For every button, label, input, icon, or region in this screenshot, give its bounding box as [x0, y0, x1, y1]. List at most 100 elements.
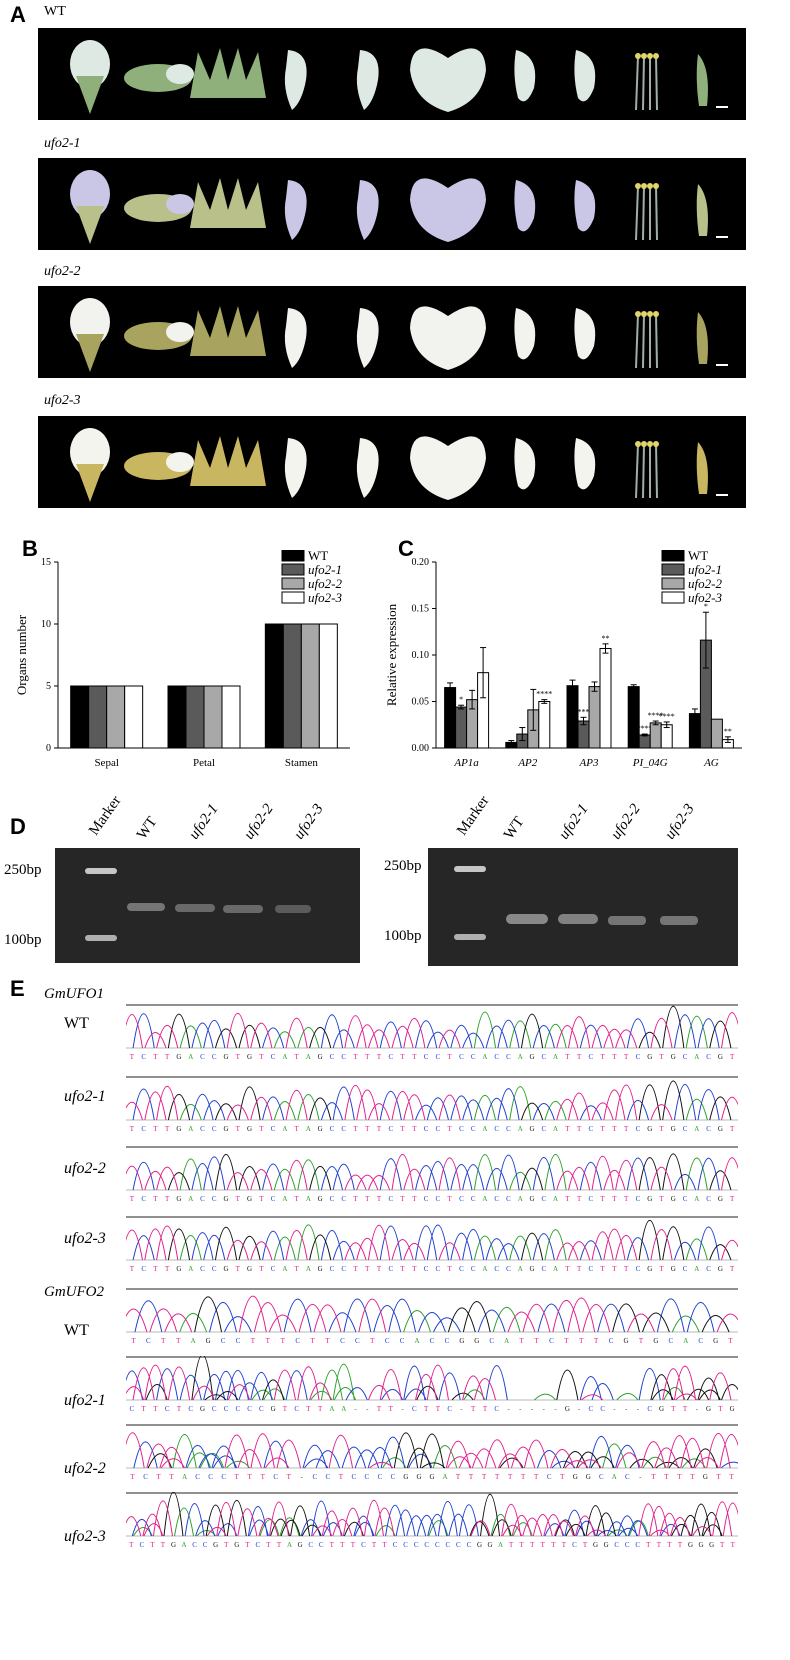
base-call: T [259, 1195, 264, 1203]
gel-lane-label: ufo2-2 [241, 801, 277, 843]
base-call: T [520, 1541, 525, 1549]
organ-standard [410, 436, 486, 500]
base-call: C [494, 1053, 499, 1061]
trace-peak-G [194, 1296, 730, 1333]
base-call: A [329, 1405, 334, 1413]
base-call: T [424, 1405, 429, 1413]
organ-petal [574, 50, 596, 102]
base-call: C [271, 1195, 276, 1203]
base-call: T [729, 1473, 734, 1481]
base-call: C [308, 1541, 313, 1549]
base-call: G [706, 1405, 711, 1413]
base-call: G [488, 1541, 493, 1549]
base-call: - [401, 1405, 404, 1413]
base-call: T [153, 1265, 158, 1273]
legend-swatch [661, 591, 685, 604]
base-call: C [247, 1405, 252, 1413]
base-call: T [551, 1541, 556, 1549]
base-call: T [565, 1053, 570, 1061]
base-call: C [388, 1053, 393, 1061]
base-call: C [471, 1265, 476, 1273]
base-call: A [282, 1125, 287, 1133]
significance-label: *** [578, 707, 590, 716]
base-call: T [236, 1053, 241, 1061]
base-call: C [130, 1405, 135, 1413]
base-call: C [683, 1125, 688, 1133]
base-call: C [436, 1195, 441, 1203]
organ-flower [70, 40, 110, 114]
base-call: C [572, 1541, 577, 1549]
panel-a-photo-strip [38, 158, 746, 250]
base-call: C [352, 1473, 357, 1481]
gel-lane-label: WT [134, 814, 161, 843]
base-call: G [318, 1265, 323, 1273]
base-call: T [266, 1541, 271, 1549]
trace-label: WT [64, 1322, 89, 1339]
base-call: A [518, 1125, 523, 1133]
y-tick-label: 15 [41, 557, 51, 568]
bar [264, 623, 284, 749]
base-call: G [247, 1125, 252, 1133]
base-call: C [200, 1195, 205, 1203]
organ-pistil [696, 184, 708, 236]
base-call: C [256, 1541, 261, 1549]
trace-peak-A [172, 1433, 706, 1469]
base-call: T [624, 1265, 629, 1273]
base-call: T [624, 1125, 629, 1133]
base-call: C [141, 1265, 146, 1273]
base-call: C [456, 1541, 461, 1549]
base-call: C [259, 1405, 264, 1413]
base-call: A [306, 1195, 311, 1203]
trace-peak-A [179, 1154, 708, 1191]
base-call: T [377, 1195, 382, 1203]
base-call: G [176, 1053, 181, 1061]
organ-keel [124, 322, 194, 350]
base-call: T [612, 1053, 617, 1061]
base-call: C [600, 1405, 605, 1413]
base-call: C [636, 1265, 641, 1273]
trace-peak-C [134, 1298, 715, 1333]
base-call: C [388, 1195, 393, 1203]
trace-peak-T [126, 1225, 738, 1261]
gel-marker-label: 100bp [384, 928, 422, 944]
base-call: C [636, 1195, 641, 1203]
organ-calyx [190, 436, 266, 486]
base-call: G [234, 1541, 239, 1549]
trace-label: ufo2-2 [64, 1460, 106, 1477]
category-label: PI_04G [632, 757, 668, 769]
base-call: C [341, 1053, 346, 1061]
base-call: T [601, 1053, 606, 1061]
base-call: T [659, 1125, 664, 1133]
base-call: C [424, 1053, 429, 1061]
base-call: T [248, 1473, 253, 1481]
base-call: T [659, 1265, 664, 1273]
trace-peak-C [132, 1084, 720, 1121]
panel-a-row-label: ufo2-2 [44, 264, 81, 279]
panel-b-letter: B [22, 536, 38, 561]
base-call: C [208, 1473, 213, 1481]
base-call: A [188, 1195, 193, 1203]
base-call: C [141, 1053, 146, 1061]
legend-label: ufo2-2 [308, 576, 342, 591]
base-call: C [541, 1195, 546, 1203]
base-call: T [339, 1473, 344, 1481]
base-call: T [161, 1337, 166, 1345]
base-call: T [259, 1265, 264, 1273]
base-call: C [200, 1125, 205, 1133]
trace-peak-T [126, 1364, 732, 1401]
base-call: T [565, 1265, 570, 1273]
base-call: T [130, 1195, 135, 1203]
organ-wing [284, 438, 307, 498]
base-call: C [388, 1265, 393, 1273]
significance-label: ** [602, 634, 610, 643]
bar [282, 623, 302, 749]
base-call: A [182, 1473, 187, 1481]
gel-lane-label: ufo2-1 [186, 801, 222, 843]
base-call: T [130, 1473, 135, 1481]
base-call: T [165, 1053, 170, 1061]
legend-label: WT [308, 550, 328, 563]
base-call: G [247, 1195, 252, 1203]
base-call: C [459, 1053, 464, 1061]
base-call: T [377, 1265, 382, 1273]
base-call: C [312, 1473, 317, 1481]
